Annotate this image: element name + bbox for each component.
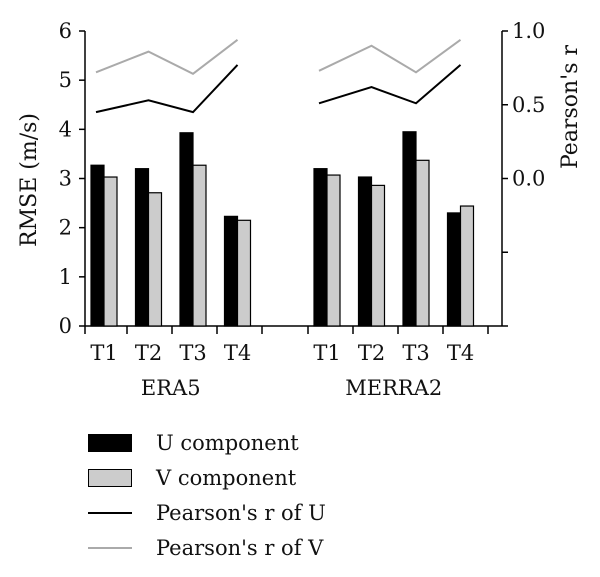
legend-item-v-component: V component — [88, 460, 508, 495]
bar-u-merra2-t3 — [402, 131, 417, 327]
bar-v-merra2-t2 — [370, 184, 386, 327]
bar-v-era5-t1 — [103, 176, 118, 327]
y2-tick-label: 1.0 — [512, 19, 545, 43]
bar-v-era5-t2 — [147, 192, 163, 327]
y2-tick-label: 0.0 — [512, 167, 545, 191]
bar-u-era5-t3 — [179, 132, 194, 327]
chart-bars — [90, 131, 475, 327]
legend-line-pearson-u — [88, 511, 132, 514]
bar-u-era5-t2 — [134, 168, 150, 327]
bar-u-merra2-t2 — [357, 176, 373, 327]
chart-lines — [95, 39, 462, 114]
y-axis-label: RMSE (m/s) — [17, 113, 42, 247]
x-tick-label: T3 — [179, 341, 206, 365]
line-pearson-v-era5 — [95, 39, 239, 75]
group-label: MERRA2 — [345, 376, 442, 400]
bar-u-merra2-t1 — [313, 168, 328, 327]
bar-v-merra2-t3 — [415, 159, 430, 327]
y-tick-label: 5 — [59, 68, 72, 92]
bar-v-era5-t4 — [236, 219, 252, 327]
legend-label-v: V component — [156, 465, 297, 490]
y-tick-label: 1 — [59, 265, 72, 289]
bar-u-era5-t4 — [223, 215, 239, 327]
line-pearson-u-era5 — [95, 64, 239, 114]
x-tick-label: T4 — [224, 341, 251, 365]
x-tick-label: T3 — [402, 341, 429, 365]
y-tick-label: 0 — [59, 314, 72, 338]
line-pearson-u-merra2 — [318, 64, 462, 105]
line-pearson-v-merra2 — [318, 39, 462, 74]
legend-label-pearson-v: Pearson's r of V — [156, 535, 324, 560]
y-tick-label: 4 — [59, 117, 72, 141]
y2-tick-label: 0.5 — [512, 93, 545, 117]
bar-v-merra2-t4 — [459, 205, 475, 327]
y-tick-label: 2 — [59, 216, 72, 240]
legend-swatch-v — [88, 468, 132, 487]
legend-item-u-component: U component — [88, 425, 508, 460]
bar-u-merra2-t4 — [446, 212, 462, 327]
legend-item-pearson-v: Pearson's r of V — [88, 530, 508, 565]
legend-label-u: U component — [156, 430, 299, 455]
legend-item-pearson-u: Pearson's r of U — [88, 495, 508, 530]
y-tick-label: 3 — [59, 167, 72, 191]
bar-v-merra2-t1 — [326, 174, 341, 327]
x-tick-label: T2 — [358, 341, 385, 365]
legend-label-pearson-u: Pearson's r of U — [156, 500, 326, 525]
bar-v-era5-t3 — [192, 164, 207, 327]
group-label: ERA5 — [141, 376, 201, 400]
chart-legend: U component V component Pearson's r of U… — [88, 425, 508, 565]
x-tick-label: T1 — [313, 341, 340, 365]
x-tick-label: T1 — [90, 341, 117, 365]
legend-line-pearson-v — [88, 546, 132, 549]
legend-swatch-u — [88, 433, 132, 452]
x-tick-label: T4 — [447, 341, 474, 365]
y2-axis-label: Pearson's r — [558, 45, 583, 170]
y-tick-label: 6 — [59, 19, 72, 43]
x-tick-label: T2 — [135, 341, 162, 365]
bar-u-era5-t1 — [90, 164, 105, 327]
